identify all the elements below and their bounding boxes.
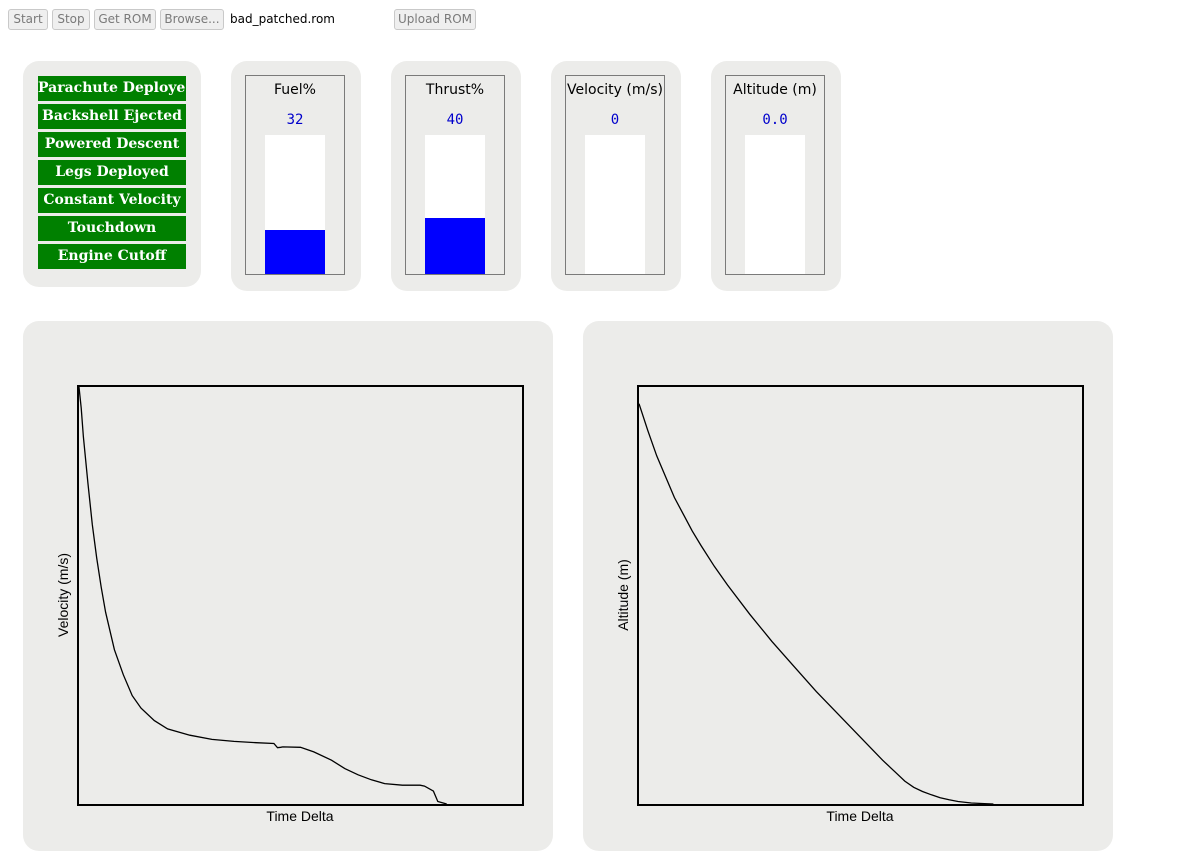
- fuel-gauge-value: 32: [286, 112, 304, 128]
- altitude-chart-xlabel: Time Delta: [826, 808, 893, 824]
- status-touchdown: Touchdown: [38, 216, 186, 241]
- fuel-gauge-fill: [265, 229, 325, 274]
- browse-button[interactable]: Browse...: [160, 9, 224, 30]
- velocity-chart-ylabel: Velocity (m/s): [55, 553, 71, 637]
- velocity-chart-panel: Time Delta Velocity (m/s): [23, 321, 553, 851]
- velocity-gauge-bar: [585, 135, 645, 274]
- start-button[interactable]: Start: [8, 9, 48, 30]
- status-panel: Parachute Deployed Backshell Ejected Pow…: [23, 61, 201, 287]
- fuel-gauge-label: Fuel%: [274, 82, 316, 98]
- velocity-chart-xlabel: Time Delta: [266, 808, 333, 824]
- altitude-chart-ylabel: Altitude (m): [615, 559, 631, 631]
- altitude-gauge-panel: Altitude (m) 0.0: [711, 61, 841, 291]
- get-rom-button[interactable]: Get ROM: [94, 9, 156, 30]
- status-constant-velocity: Constant Velocity: [38, 188, 186, 213]
- velocity-gauge: Velocity (m/s) 0: [565, 75, 665, 275]
- thrust-gauge-bar: [425, 135, 485, 274]
- velocity-gauge-label: Velocity (m/s): [567, 82, 663, 98]
- altitude-series-line: [638, 403, 994, 805]
- status-backshell-ejected: Backshell Ejected: [38, 104, 186, 129]
- altitude-gauge-bar: [745, 135, 805, 274]
- altitude-chart-panel: Time Delta Altitude (m): [583, 321, 1113, 851]
- status-powered-descent: Powered Descent: [38, 132, 186, 157]
- status-parachute-deployed: Parachute Deployed: [38, 76, 186, 101]
- status-legs-deployed: Legs Deployed: [38, 160, 186, 185]
- velocity-gauge-value: 0: [610, 112, 620, 128]
- altitude-chart: Time Delta Altitude (m): [615, 385, 1084, 824]
- thrust-gauge-panel: Thrust% 40: [391, 61, 521, 291]
- upload-rom-button[interactable]: Upload ROM: [394, 9, 476, 30]
- velocity-chart-plot-area: [77, 385, 524, 806]
- velocity-series-line: [78, 386, 447, 805]
- fuel-gauge-panel: Fuel% 32: [231, 61, 361, 291]
- fuel-gauge-bar: [265, 135, 325, 274]
- stop-button[interactable]: Stop: [52, 9, 90, 30]
- altitude-gauge-label: Altitude (m): [733, 82, 817, 98]
- selected-file-name: bad_patched.rom: [230, 12, 335, 26]
- status-engine-cutoff: Engine Cutoff: [38, 244, 186, 269]
- velocity-gauge-panel: Velocity (m/s) 0: [551, 61, 681, 291]
- altitude-gauge-value: 0.0: [762, 112, 788, 128]
- thrust-gauge-value: 40: [446, 112, 464, 128]
- fuel-gauge: Fuel% 32: [245, 75, 345, 275]
- toolbar: Start Stop Get ROM Browse... bad_patched…: [8, 9, 708, 30]
- altitude-chart-plot-area: [637, 385, 1084, 806]
- status-list: Parachute Deployed Backshell Ejected Pow…: [38, 76, 186, 272]
- velocity-chart: Time Delta Velocity (m/s): [55, 385, 524, 824]
- thrust-gauge-fill: [425, 218, 485, 274]
- thrust-gauge: Thrust% 40: [405, 75, 505, 275]
- altitude-gauge: Altitude (m) 0.0: [725, 75, 825, 275]
- thrust-gauge-label: Thrust%: [425, 82, 485, 98]
